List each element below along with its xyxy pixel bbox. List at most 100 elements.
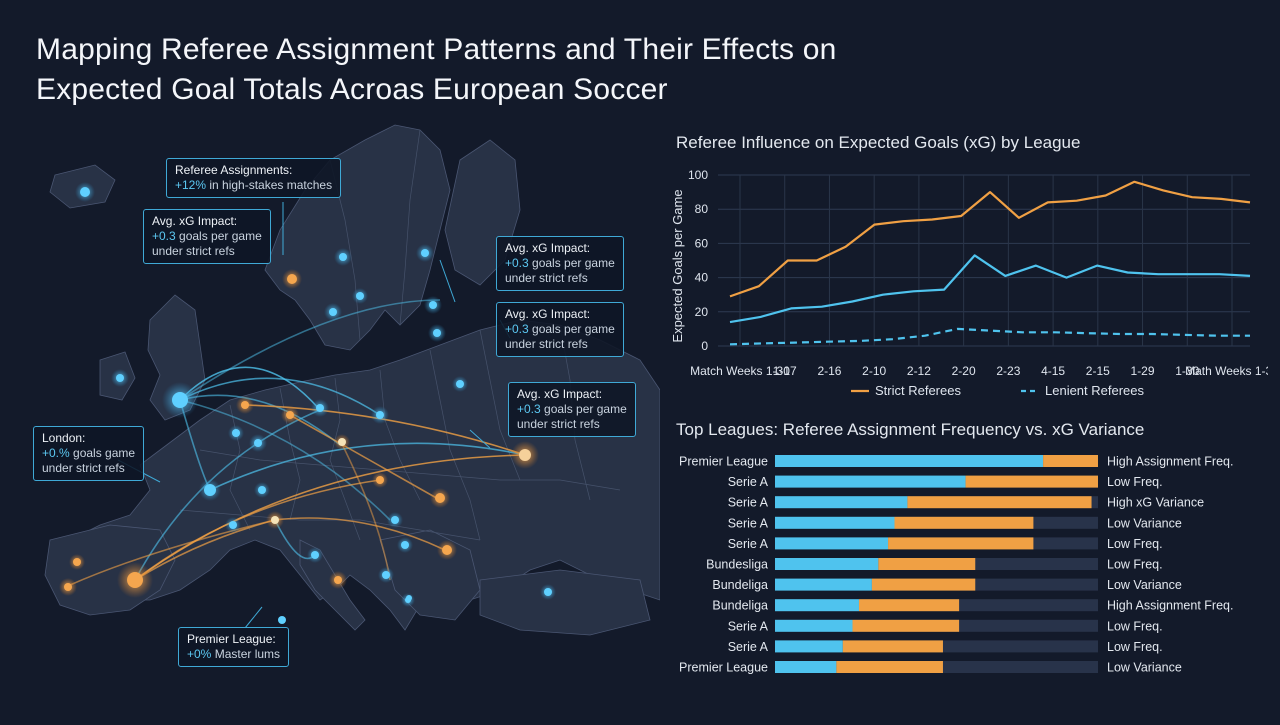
node-island-1 [278,616,286,624]
bar-category-label: Bundeliga [712,578,768,592]
legend-label: Lenient Referees [1045,383,1145,398]
callout-text: Master lums [211,647,281,661]
bar-segment-orange [842,640,943,653]
city-nodes [59,182,556,624]
bar-segment-blue [775,661,837,673]
y-tick-label: 60 [695,236,709,250]
series-line-lenient-referees [729,254,1251,324]
y-tick-label: 80 [695,202,709,216]
bar-right-label: High Assignment Freq. [1107,599,1233,613]
callout-line3: under strict refs [517,417,600,431]
bar-right-label: Low Variance [1107,516,1182,530]
bar-chart: Premier League High Assignment Freq. Serie… [679,455,1233,675]
line-chart: Expected Goals per Game 0 20 40 60 80 100 Mat… [670,168,1268,398]
bar-segment-blue [775,496,908,509]
bar-chart-rows: Premier League High Assignment Freq. Serie… [679,455,1233,675]
page-title: Mapping Referee Assignment Patterns and … [36,30,1036,110]
bar-right-label: Low Freq. [1107,537,1163,551]
bar-category-label: Serie A [728,640,769,654]
callout-xg-impact-4: Avg. xG Impact: +0.3 goals per game unde… [508,382,636,437]
bar-segment-blue [775,475,966,488]
bar-category-label: Serie A [728,537,769,551]
callout-xg-impact-2: Avg. xG Impact: +0.3 goals per game unde… [496,236,624,291]
node-sweden-1 [334,248,352,266]
bar-segment-orange [1043,455,1098,467]
callout-head: London: [42,431,86,445]
callout-text: goals per game [175,229,262,243]
node-spain-1 [69,554,85,570]
anatolia-shape [479,569,651,636]
x-tick-label: 2-23 [996,364,1020,378]
callout-accent: +0.3 [152,229,176,243]
node-germany-1 [281,406,299,424]
callout-accent: +0% [187,647,212,661]
node-france [199,479,221,501]
bar-right-label: Low Freq. [1107,475,1163,489]
node-germany-2 [311,399,329,417]
bar-right-label: Low Freq. [1107,558,1163,572]
callout-head: Avg. xG Impact: [152,214,238,228]
node-ireland [111,369,129,387]
bar-right-label: Low Variance [1107,578,1182,592]
x-tick-label: 2-15 [1086,364,1110,378]
node-netherlands [236,396,254,414]
title-line-2: Expected Goal Totals Acroas European Soc… [36,73,668,106]
x-tick-label: Math Weeks 1-38 [1185,364,1268,378]
x-tick-label: 2-12 [907,364,931,378]
callout-referee-assignments: Referee Assignments: +12% in high-stakes… [166,158,342,198]
node-italy-1 [307,547,323,563]
callout-line3: under strict refs [42,461,125,475]
callout-xg-impact-1: Avg. xG Impact: +0.3 goals per game unde… [143,209,271,264]
bar-segment-orange [878,558,976,570]
node-switzerland [254,482,270,498]
callout-accent: +0.3 [505,322,529,336]
callout-accent: +0.% [42,446,70,460]
bar-category-label: Premier League [679,661,768,675]
callout-text: goals per game [528,322,615,336]
bar-segment-orange [894,516,1034,529]
connection-arcs [69,299,526,586]
node-bulgaria [437,540,457,560]
bar-segment-orange [852,619,960,632]
node-north-italy [266,511,284,529]
line-chart-y-ticks: 0 20 40 60 80 100 [688,168,708,353]
callout-xg-impact-3: Avg. xG Impact: +0.3 goals per game unde… [496,302,624,357]
node-baltic-1 [424,296,442,314]
callout-head: Premier League: [187,632,276,646]
callout-head: Avg. xG Impact: [505,241,591,255]
bar-chart-title: Top Leagues: Referee Assignment Frequenc… [676,420,1145,439]
node-portugal [59,578,77,596]
bar-category-label: Serie A [728,619,769,633]
callout-line3: under strict refs [505,271,588,285]
callout-head: Referee Assignments: [175,163,293,177]
callout-line3: under strict refs [152,244,235,258]
bar-segment-blue [775,455,1044,467]
bar-category-label: Serie A [728,496,769,510]
y-tick-label: 0 [701,339,708,353]
bar-segment-blue [775,558,879,570]
node-baltic-3 [452,376,468,392]
iberia-shape [44,524,176,616]
callout-london: London: +0.% goals game under strict ref… [33,426,145,481]
node-baltic-2 [428,324,446,342]
bar-right-label: High xG Variance [1107,496,1204,510]
node-belgium [228,425,244,441]
callout-head: Avg. xG Impact: [505,307,591,321]
bar-right-label: High Assignment Freq. [1107,455,1233,469]
node-finland [416,244,434,262]
y-tick-label: 40 [695,271,709,285]
callout-leader-lines [117,202,511,629]
bar-segment-orange [907,496,1092,509]
callout-accent: +0.3 [517,402,541,416]
x-tick-label: 2-16 [817,364,841,378]
bar-right-label: Low Variance [1107,661,1182,675]
node-italy-2 [329,571,347,589]
callout-text: goals game [69,446,136,460]
line-chart-x-ticks: Match Weeks 1-301-17 2-16 2-10 2-12 2-20 2-23… [690,364,1268,378]
node-hungary [430,488,450,508]
node-germany-3 [249,434,267,452]
line-chart-grid [718,174,1250,347]
bar-category-label: Serie A [728,516,769,530]
legend-label: Strict Referees [875,383,961,398]
bar-category-label: Serie A [728,475,769,489]
